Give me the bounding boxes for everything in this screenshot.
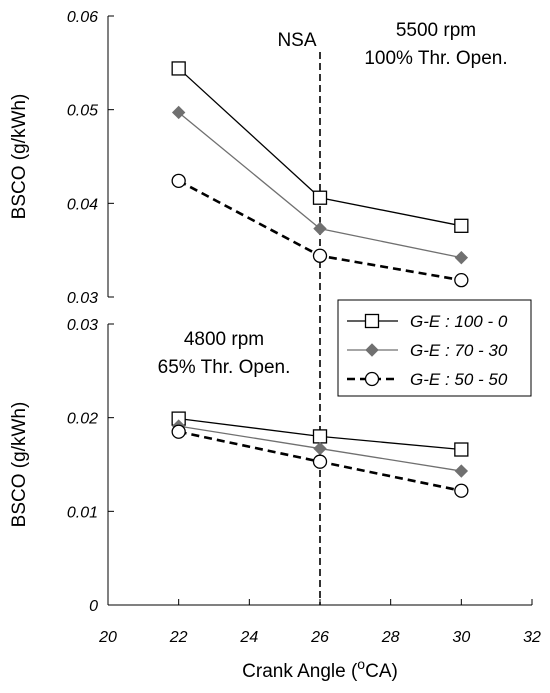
legend-label-2: G-E : 50 - 50 [410, 370, 508, 389]
point-circle-0-2-0 [171, 173, 186, 189]
legend-marker-1 [365, 343, 379, 357]
y-axis-title: BSCO (g/kWh) [9, 94, 30, 220]
legend: G-E : 100 - 0 G-E : 70 - 30 G-E : 50 - 50 [337, 299, 532, 397]
y-tick-label: 0.01 [67, 504, 98, 521]
x-axis: 20 22 24 26 28 30 32 Crank Angle (oCA) [98, 599, 541, 682]
top-annotation-line-1: 100% Thr. Open. [364, 48, 507, 69]
legend-label-1: G-E : 70 - 30 [410, 341, 508, 360]
point-diamond-1-1-1 [313, 441, 327, 456]
point-circle-1-2-2 [454, 483, 469, 498]
x-tick-label: 28 [381, 629, 400, 646]
y-tick-label: 0 [89, 598, 98, 615]
point-diamond-1-1-2 [454, 464, 469, 478]
bottom-annotation-line-0: 4800 rpm [184, 329, 264, 350]
y-tick-label: 0.02 [67, 411, 98, 428]
y-axis-title: BSCO (g/kWh) [9, 402, 30, 528]
bottom-panel: 0.03 0.02 0.01 0 BSCO (g/kWh) [9, 317, 114, 615]
point-square-0-0-1 [312, 190, 328, 205]
bottom-annotation-line-1: 65% Thr. Open. [158, 357, 291, 378]
legend-label-0: G-E : 100 - 0 [410, 312, 508, 331]
x-tick-label: 26 [310, 629, 329, 646]
top-panel: 0.06 0.05 0.04 0.03 BSCO (g/kWh) [9, 9, 114, 307]
point-circle-1-2-0 [171, 424, 186, 439]
point-circle-0-2-1 [312, 248, 328, 263]
y-tick-label: 0.06 [67, 9, 98, 26]
point-square-0-0-2 [454, 218, 469, 233]
x-tick-label: 24 [239, 629, 258, 646]
x-axis-title-main: Crank Angle ( [242, 661, 358, 682]
y-tick-label: 0.05 [67, 103, 98, 120]
x-axis-title-super: o [357, 656, 365, 672]
y-tick-label: 0.04 [67, 196, 98, 213]
nsa-label: NSA [277, 30, 316, 51]
point-square-1-0-1 [312, 429, 328, 444]
series-group [171, 61, 469, 498]
top-annotation-line-0: 5500 rpm [396, 20, 476, 41]
nsa-vertical-line: NSA [277, 30, 321, 605]
point-diamond-0-1-2 [454, 250, 469, 265]
point-diamond-0-1-0 [171, 105, 186, 120]
point-diamond-0-1-1 [313, 221, 327, 236]
point-square-1-0-2 [454, 442, 469, 457]
x-tick-label: 22 [169, 629, 188, 646]
x-axis-title: Crank Angle (oCA) [242, 656, 398, 682]
x-tick-label: 30 [452, 629, 470, 646]
legend-marker-2 [364, 371, 380, 387]
x-axis-title-unit: CA) [365, 661, 398, 682]
point-circle-0-2-2 [454, 272, 469, 288]
annotations: 5500 rpm 100% Thr. Open. 4800 rpm 65% Thr. … [158, 20, 508, 378]
legend-marker-0 [364, 313, 380, 329]
point-circle-1-2-1 [312, 454, 328, 469]
y-tick-label: 0.03 [67, 317, 98, 334]
x-tick-label: 32 [523, 629, 541, 646]
x-tick-label: 20 [98, 629, 117, 646]
point-square-0-0-0 [171, 61, 186, 76]
y-tick-label: 0.03 [67, 290, 98, 307]
